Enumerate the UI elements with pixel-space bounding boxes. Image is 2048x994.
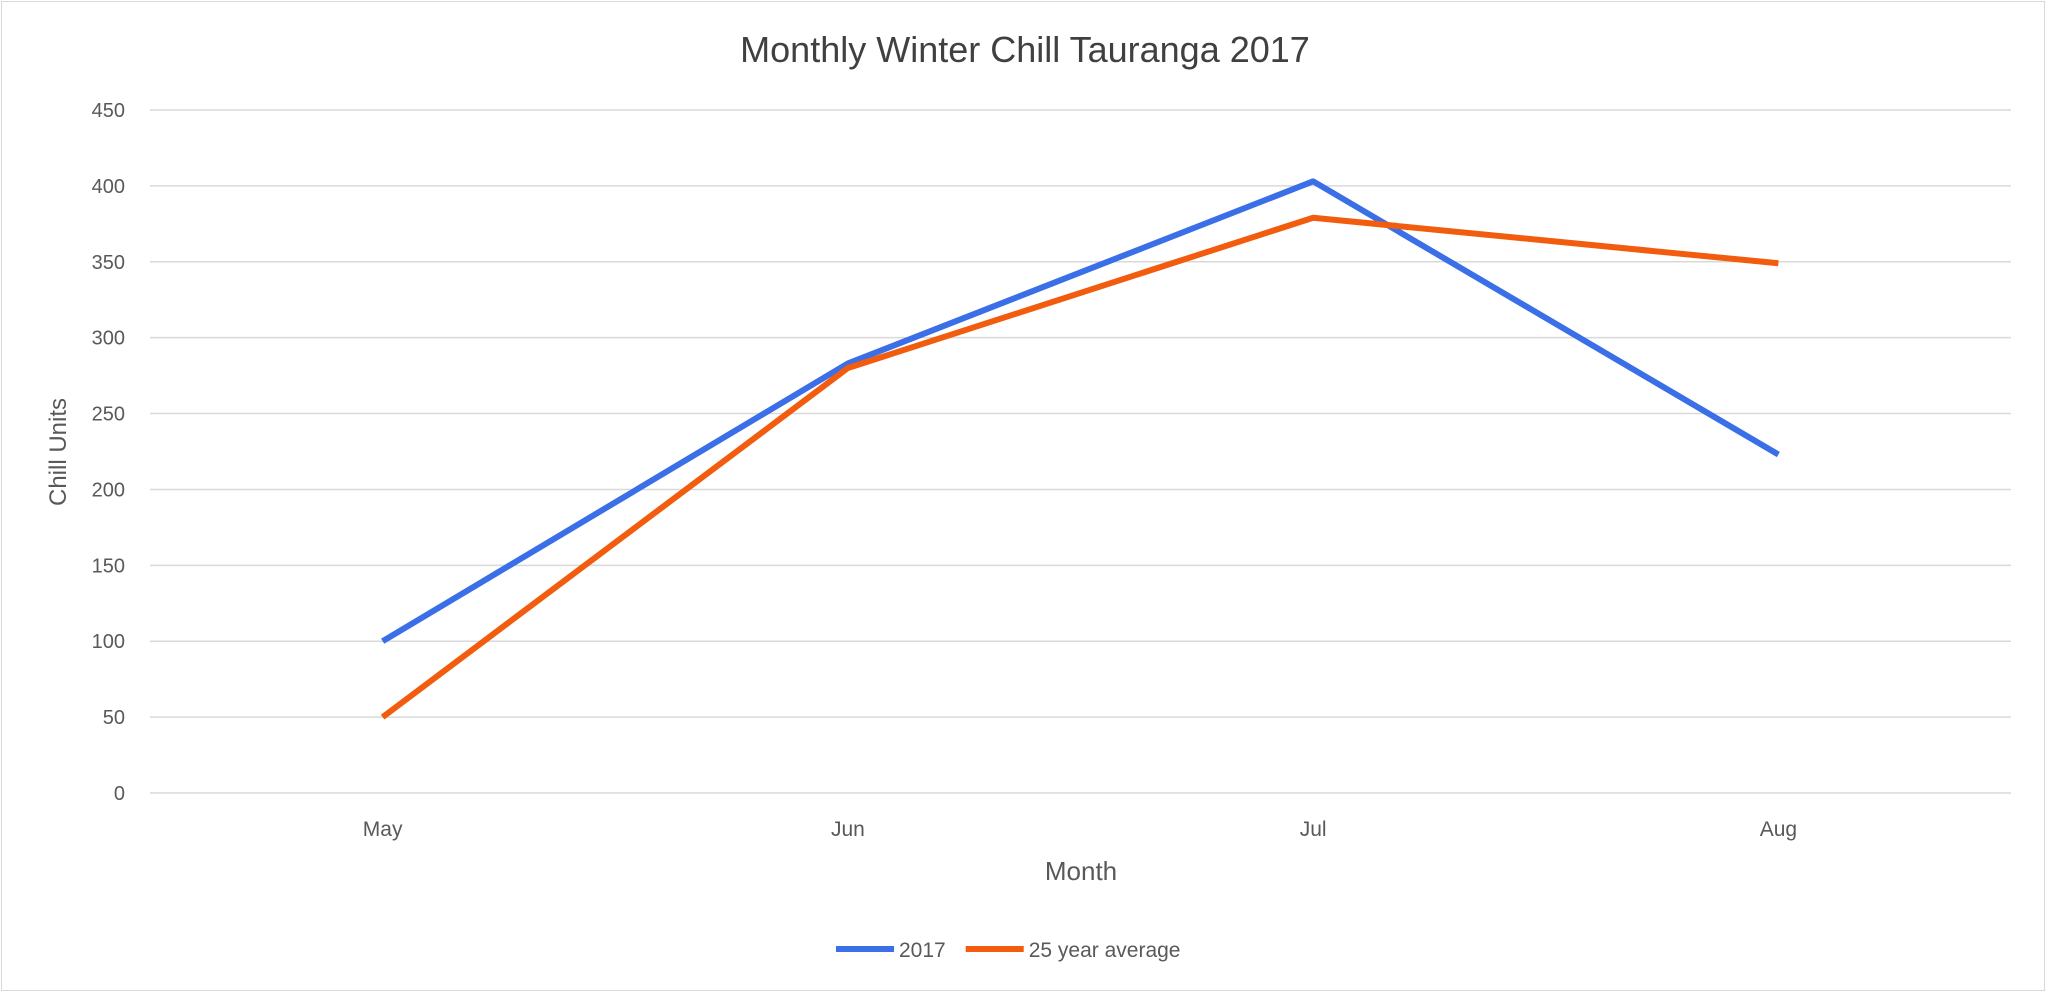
legend-label: 25 year average (1029, 939, 1181, 962)
y-tick-label: 0 (114, 783, 125, 805)
series-line-1 (380, 214, 1779, 720)
x-axis-title: Month (1045, 856, 1117, 886)
y-tick-label: 250 (92, 404, 125, 426)
y-tick-label: 200 (92, 479, 125, 501)
y-tick-label: 350 (92, 252, 125, 274)
legend: 2017 25 year average (836, 939, 1181, 962)
y-tick-label: 300 (92, 328, 125, 350)
x-tick-label: Jul (1300, 818, 1327, 841)
y-tick-label: 50 (103, 707, 125, 729)
y-tick-label: 100 (92, 631, 125, 653)
series-line-0 (381, 178, 1780, 644)
y-axis-title: Chill Units (45, 398, 72, 506)
x-tick-label: Jun (831, 818, 865, 841)
y-tick-label: 400 (92, 176, 125, 198)
y-tick-label: 150 (92, 555, 125, 577)
y-tick-label: 450 (92, 100, 125, 122)
x-tick-label: Aug (1760, 818, 1797, 841)
x-tick-label: May (363, 818, 403, 841)
chart-title: Monthly Winter Chill Tauranga 2017 (740, 29, 1310, 70)
legend-label: 2017 (899, 939, 946, 962)
